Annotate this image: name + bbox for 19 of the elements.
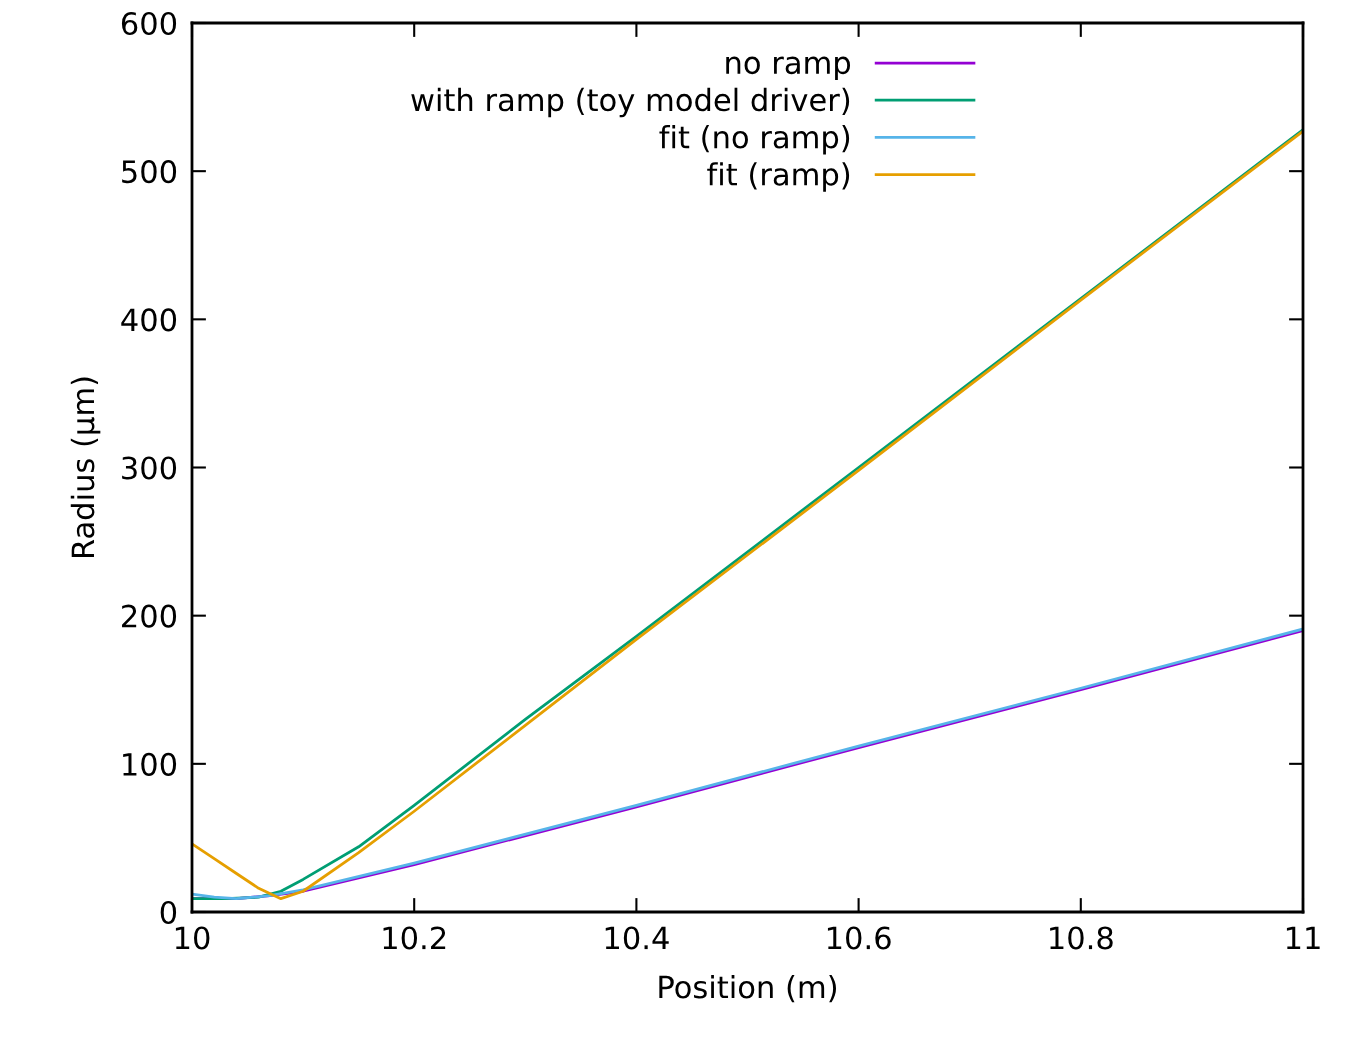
- x-tick-label: 10.2: [383, 926, 446, 950]
- x-tick-label: 10.6: [827, 926, 891, 950]
- x-tick-label: 10: [175, 926, 210, 950]
- y-tick-label: 100: [123, 752, 177, 776]
- x-tick-label: 11: [1286, 926, 1320, 950]
- y-tick-label: 200: [122, 604, 177, 628]
- legend-label: fit (ramp): [707, 162, 850, 192]
- legend-label: with ramp (toy model driver): [411, 87, 850, 118]
- y-tick-label: 500: [122, 160, 177, 184]
- y-axis-title: Radius (µm): [70, 377, 101, 558]
- y-tick-label: 300: [122, 456, 177, 480]
- x-tick-label: 10.4: [605, 926, 669, 950]
- y-tick-label: 400: [121, 308, 177, 332]
- legend-label: no ramp: [726, 56, 851, 81]
- legend-label: fit (no ramp): [659, 124, 850, 155]
- y-tick-label: 600: [121, 11, 177, 36]
- y-tick-label: 0: [160, 900, 177, 925]
- x-axis-title: Position (m): [659, 974, 837, 1003]
- x-tick-label: 10.8: [1050, 926, 1113, 950]
